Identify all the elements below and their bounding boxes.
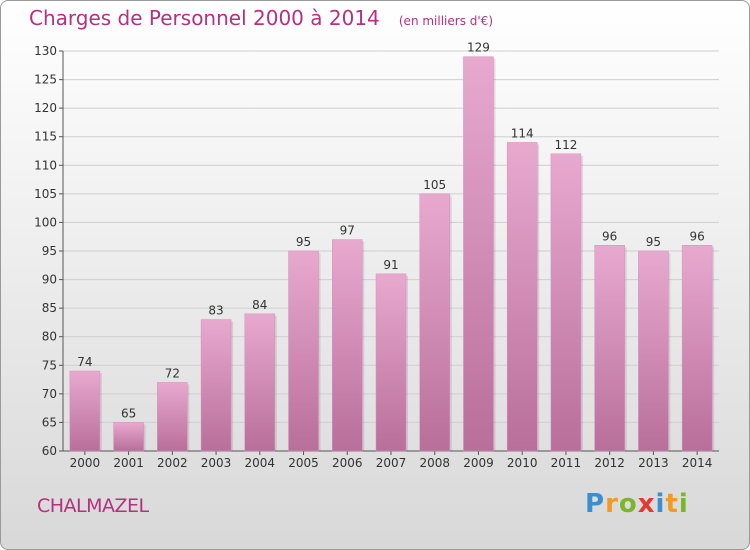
bar <box>419 193 450 452</box>
logo-letter: i <box>678 489 689 519</box>
y-tick-label: 100 <box>34 215 57 229</box>
bar <box>681 245 713 452</box>
data-label: 83 <box>208 304 223 318</box>
data-label: 84 <box>252 298 267 312</box>
y-tick-label: 130 <box>34 44 57 58</box>
bar <box>113 422 144 452</box>
bar <box>463 56 494 452</box>
data-label: 112 <box>554 138 577 152</box>
data-label: 74 <box>77 355 92 369</box>
x-tick-label: 2000 <box>70 456 101 470</box>
x-tick-label: 2011 <box>551 456 582 470</box>
data-label: 72 <box>165 366 180 380</box>
y-tick-label: 75 <box>42 358 57 372</box>
logo-letter: t <box>665 489 679 519</box>
logo-letter: x <box>637 489 656 519</box>
bar <box>288 250 319 452</box>
data-label: 96 <box>689 229 704 243</box>
logo-letter: o <box>618 489 638 519</box>
x-tick-label: 2002 <box>157 456 188 470</box>
data-label: 65 <box>121 406 136 420</box>
bar <box>375 273 407 452</box>
x-tick-label: 2007 <box>376 456 407 470</box>
bars <box>69 56 715 452</box>
y-tick-label: 120 <box>34 101 57 115</box>
x-tick-label: 2001 <box>113 456 144 470</box>
chart-title: Charges de Personnel 2000 à 2014 <box>29 6 380 30</box>
bar <box>244 313 276 452</box>
data-label: 95 <box>646 235 661 249</box>
y-tick-label: 110 <box>34 158 57 172</box>
data-label: 95 <box>296 235 311 249</box>
y-tick-label: 65 <box>42 415 57 429</box>
y-tick-label: 80 <box>42 330 57 344</box>
data-label: 114 <box>511 126 534 140</box>
bar <box>69 370 101 452</box>
y-tick-label: 105 <box>34 187 57 201</box>
logo-letter: P <box>585 489 606 519</box>
x-tick-label: 2014 <box>682 456 713 470</box>
y-tick-label: 60 <box>42 444 57 458</box>
x-tick-label: 2013 <box>638 456 669 470</box>
proxiti-logo: Proxiti <box>585 489 689 519</box>
bar <box>506 142 538 452</box>
y-tick-label: 115 <box>34 130 57 144</box>
bar <box>200 319 232 452</box>
x-tick-label: 2009 <box>463 456 494 470</box>
logo-letter: i <box>655 489 666 519</box>
x-tick-label: 2006 <box>332 456 363 470</box>
commune-name: CHALMAZEL <box>37 495 149 517</box>
x-tick-label: 2004 <box>245 456 276 470</box>
chart-unit: (en milliers d'€) <box>398 14 493 28</box>
y-tick-label: 85 <box>42 301 57 315</box>
data-label: 96 <box>602 229 617 243</box>
bar <box>332 239 363 452</box>
logo-letter: r <box>605 489 619 519</box>
x-tick-label: 2010 <box>507 456 538 470</box>
x-tick-label: 2012 <box>594 456 625 470</box>
data-label: 129 <box>467 41 490 55</box>
title-row: Charges de Personnel 2000 à 2014 (en mil… <box>29 6 493 30</box>
y-tick-label: 90 <box>42 273 57 287</box>
data-label: 97 <box>340 224 355 238</box>
data-label: 105 <box>423 178 446 192</box>
y-tick-label: 95 <box>42 244 57 258</box>
data-label: 91 <box>383 258 398 272</box>
bar <box>594 245 625 452</box>
x-tick-label: 2005 <box>288 456 319 470</box>
bar <box>157 382 188 452</box>
bar <box>638 250 669 452</box>
data-labels: 74 65 72 83 84 95 97 91 105 129 114 112 96 95 96 <box>77 41 705 421</box>
y-tick-label: 125 <box>34 73 57 87</box>
x-tick-label: 2003 <box>201 456 232 470</box>
x-tick-label: 2008 <box>419 456 450 470</box>
bar <box>550 153 582 452</box>
y-tick-label: 70 <box>42 387 57 401</box>
